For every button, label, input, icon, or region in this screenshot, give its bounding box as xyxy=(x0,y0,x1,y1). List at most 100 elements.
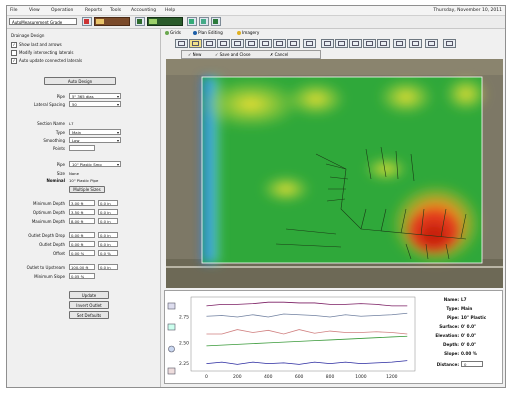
maximum-depth-in[interactable]: 0.0 in xyxy=(98,218,118,224)
tab-plan-editing-label: Plan Editing xyxy=(198,30,223,35)
move-tool[interactable] xyxy=(273,39,286,48)
minimum-depth-in[interactable]: 0.0 in xyxy=(98,200,118,206)
pipe-type-label: Pipe xyxy=(56,162,65,167)
toolbar-button-d[interactable] xyxy=(211,17,221,26)
smoothing-select[interactable]: Low xyxy=(69,137,121,143)
measure-tool[interactable] xyxy=(303,39,316,48)
menu-file[interactable]: File xyxy=(10,7,18,13)
chart-tool-3[interactable] xyxy=(167,338,177,353)
menu-accounting[interactable]: Accounting xyxy=(131,7,157,13)
measure-icon xyxy=(306,41,313,46)
checkbox-modify-laterals[interactable]: Modify intersecting laterals xyxy=(11,50,74,56)
split-tool[interactable] xyxy=(259,39,272,48)
checkbox-auto-update[interactable]: ✓ Auto update connected laterals xyxy=(11,58,82,64)
checkbox-box[interactable]: ✓ xyxy=(11,42,17,48)
outlet-depth-drop-in[interactable]: 0.0 in xyxy=(98,232,118,238)
lateral-tool[interactable] xyxy=(217,39,230,48)
maximum-depth-ft[interactable]: 8.00 ft xyxy=(69,218,95,224)
chart-tool-2[interactable] xyxy=(167,316,177,331)
type-select[interactable]: Main xyxy=(69,129,121,135)
set-defaults-button[interactable]: Set Defaults xyxy=(69,311,109,319)
checkbox-box[interactable] xyxy=(11,50,17,56)
export-tool[interactable] xyxy=(425,39,438,48)
outlet-depth-ft[interactable]: 0.00 ft xyxy=(69,241,95,247)
select-tool[interactable] xyxy=(175,39,188,48)
move-icon xyxy=(276,41,283,46)
offset-value-2[interactable]: 0.0 % xyxy=(98,250,118,256)
checkbox-show-arrows[interactable]: ✓ Show last and arrows xyxy=(11,42,62,48)
menu-view[interactable]: View xyxy=(29,7,40,13)
menu-reports[interactable]: Reports xyxy=(85,7,103,13)
offset-label: Offset xyxy=(52,251,65,256)
multiple-sizes-button[interactable]: Multiple Sizes xyxy=(69,186,105,193)
points-input[interactable] xyxy=(69,145,95,151)
outlet-to-upstream-ft[interactable]: 100.00 ft xyxy=(69,264,95,270)
minimum-depth-ft[interactable]: 3.00 ft xyxy=(69,200,95,206)
cancel-button[interactable]: ✗ Cancel xyxy=(270,52,289,57)
optimum-depth-in[interactable]: 0.0 in xyxy=(98,209,118,215)
x-tick-label: 1000 xyxy=(355,374,367,380)
outlet-depth-in[interactable]: 0.0 in xyxy=(98,241,118,247)
toolbar-button-b[interactable] xyxy=(187,17,197,26)
project-select[interactable]: AutoMeasurement Grade xyxy=(9,18,77,25)
lateral-spacing-select[interactable]: 50 xyxy=(69,101,121,107)
menu-tools[interactable]: Tools xyxy=(110,7,122,13)
lateral-spacing-label: Lateral Spacing xyxy=(33,102,65,107)
toolbar-button-a[interactable] xyxy=(135,17,145,26)
layers-icon xyxy=(380,41,387,46)
pipe-select[interactable]: 5" 365 dias xyxy=(69,93,121,99)
checkbox-box[interactable]: ✓ xyxy=(11,58,17,64)
tractor-icon xyxy=(189,19,194,24)
series-line-0 xyxy=(206,301,408,307)
auto-design-button[interactable]: Auto Design xyxy=(44,77,116,85)
property-value: 0' 0.0" xyxy=(461,342,477,347)
offset-value[interactable]: 0.00 % xyxy=(69,250,95,256)
legend-tool[interactable] xyxy=(393,39,406,48)
toolbar-button-field[interactable] xyxy=(147,17,183,26)
draw-tool[interactable] xyxy=(189,39,202,48)
menu-help[interactable]: Help xyxy=(165,7,176,13)
plan-icon xyxy=(193,31,197,35)
chart-tool-4[interactable] xyxy=(167,360,177,375)
outlet-to-upstream-in[interactable]: 0.0 in xyxy=(98,264,118,270)
chart-tool-1[interactable] xyxy=(167,295,177,310)
main-tool[interactable] xyxy=(203,39,216,48)
toolbar-button-map[interactable] xyxy=(94,17,130,26)
view-tabs: Grids Plan Editing Imagery xyxy=(163,29,503,37)
delete-tool[interactable] xyxy=(287,39,300,48)
main-line-icon xyxy=(206,41,213,46)
nominal-label: Nominal xyxy=(46,178,65,183)
grid-tool[interactable] xyxy=(231,39,244,48)
new-button[interactable]: ✓ New xyxy=(188,52,202,57)
chart-plot-area xyxy=(190,296,416,372)
menu-operation[interactable]: Operation xyxy=(51,7,74,13)
toolbar-button-dropdown[interactable] xyxy=(82,17,92,26)
node-tool[interactable] xyxy=(245,39,258,48)
map-view[interactable] xyxy=(166,59,503,288)
tab-plan-editing[interactable]: Plan Editing xyxy=(193,30,223,35)
pipe-type-select[interactable]: 10" Plastic Smo xyxy=(69,161,121,167)
invert-outlet-button[interactable]: Invert Outlet xyxy=(69,301,109,309)
settings-tool[interactable] xyxy=(443,39,456,48)
zoom-in-tool[interactable] xyxy=(321,39,334,48)
main-toolbar: AutoMeasurement Grade xyxy=(7,16,505,29)
home-tool[interactable] xyxy=(363,39,376,48)
tab-grids[interactable]: Grids xyxy=(165,30,181,35)
update-button[interactable]: Update xyxy=(69,291,109,299)
elevation-map[interactable] xyxy=(166,59,503,288)
zoom-out-tool[interactable] xyxy=(335,39,348,48)
distance-input[interactable]: 0 xyxy=(461,361,483,367)
toolbar-button-c[interactable] xyxy=(199,17,209,26)
profile-chart[interactable]: 0 200 400 600 800 1000 1200 2.75 2.50 2.25 xyxy=(165,291,420,383)
print-tool[interactable] xyxy=(409,39,422,48)
outlet-depth-drop-ft[interactable]: 0.00 ft xyxy=(69,232,95,238)
optimum-depth-label: Optimum Depth xyxy=(32,210,65,215)
drainage-design-panel: Drainage Design ✓ Show last and arrows Mo… xyxy=(7,29,161,387)
save-close-button[interactable]: ✓ Save and Close xyxy=(215,52,251,57)
grid-icon xyxy=(234,41,241,46)
optimum-depth-ft[interactable]: 3.50 ft xyxy=(69,209,95,215)
layers-tool[interactable] xyxy=(377,39,390,48)
pan-tool[interactable] xyxy=(349,39,362,48)
tab-imagery[interactable]: Imagery xyxy=(237,30,259,35)
minimum-slope-value[interactable]: 0.05 % xyxy=(69,273,95,279)
